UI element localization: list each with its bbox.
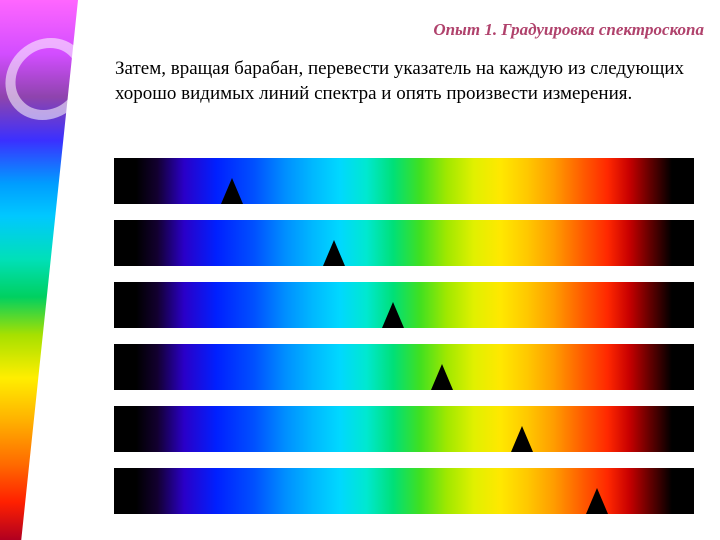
pointer-marker-icon [221,178,243,204]
spectrum-gradient [136,220,672,266]
pointer-marker-icon [431,364,453,390]
spectrum-row [114,282,694,328]
pointer-marker-icon [511,426,533,452]
row-black-pad-left [114,220,136,266]
pointer-marker-icon [586,488,608,514]
row-black-pad-right [672,220,694,266]
pointer-marker-icon [323,240,345,266]
rainbow-sidebar [0,0,78,540]
spectrum-row [114,220,694,266]
row-black-pad-right [672,468,694,514]
spectrum-gradient [136,344,672,390]
body-paragraph: Затем, вращая барабан, перевести указате… [115,56,694,106]
decorative-ring-icon [1,38,92,120]
row-black-pad-left [114,406,136,452]
row-black-pad-left [114,344,136,390]
slide: Опыт 1. Градуировка спектроскопа Затем, … [0,0,720,540]
spectrum-row [114,344,694,390]
row-black-pad-left [114,468,136,514]
spectrum-rows [114,158,694,530]
spectrum-row [114,406,694,452]
row-black-pad-right [672,282,694,328]
page-title: Опыт 1. Градуировка спектроскопа [433,20,704,40]
row-black-pad-right [672,406,694,452]
row-black-pad-right [672,158,694,204]
spectrum-row [114,158,694,204]
row-black-pad-right [672,344,694,390]
row-black-pad-left [114,282,136,328]
spectrum-gradient [136,158,672,204]
spectrum-row [114,468,694,514]
spectrum-gradient [136,406,672,452]
row-black-pad-left [114,158,136,204]
pointer-marker-icon [382,302,404,328]
